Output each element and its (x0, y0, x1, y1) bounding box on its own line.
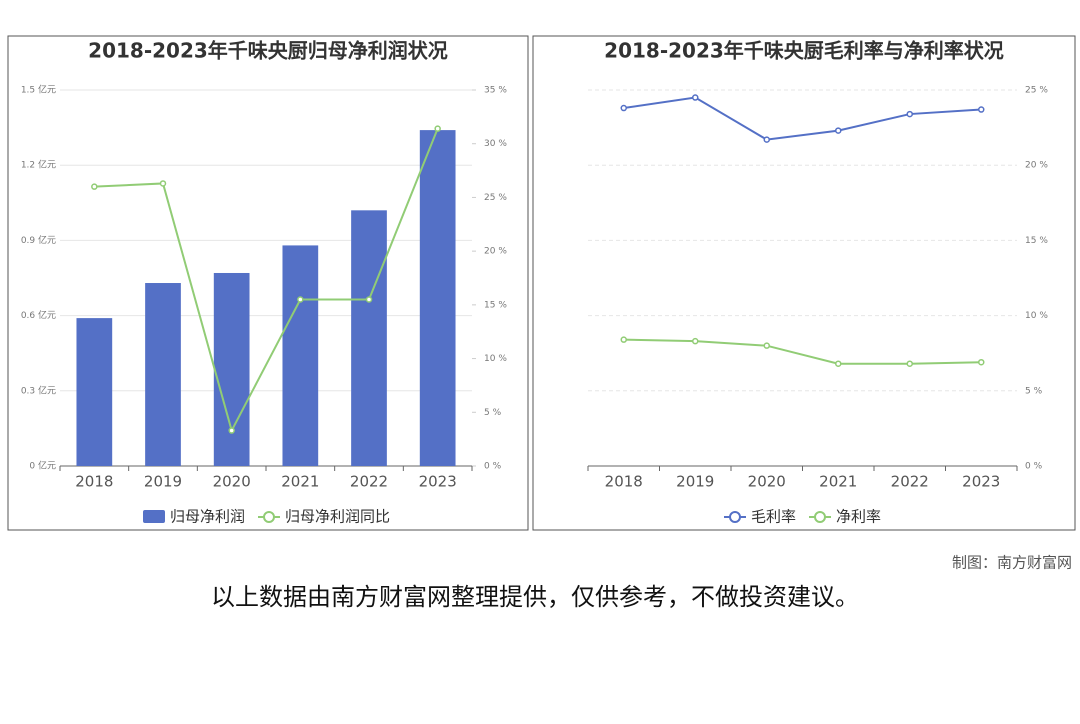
y-tick-label: 0 % (1025, 462, 1043, 472)
x-tick-label: 2023 (419, 473, 457, 491)
legend-label: 归母净利润同比 (285, 508, 390, 526)
panel (532, 35, 1076, 531)
x-tick-label: 2018 (75, 473, 113, 491)
x-tick-label: 2023 (962, 473, 1000, 491)
point (692, 94, 699, 101)
bar (419, 130, 456, 466)
x-tick-label: 2020 (748, 473, 786, 491)
x-tick-label: 2019 (676, 473, 714, 491)
bar (351, 210, 387, 466)
point (763, 136, 770, 143)
legend-label: 归母净利润 (170, 508, 245, 526)
y2-tick-label: 35 % (484, 86, 507, 96)
y-tick-label: 25 % (1025, 86, 1048, 96)
y-tick-label: 20 % (1025, 161, 1048, 171)
legend-swatch (143, 510, 165, 523)
point (365, 296, 373, 303)
y-tick-label: 0.6 亿元 (21, 309, 56, 321)
legend-marker (814, 511, 826, 523)
point (763, 342, 770, 349)
y2-tick-label: 25 % (484, 193, 507, 203)
point (159, 180, 167, 187)
credit: 制图：南方财富网 (952, 554, 1072, 572)
y-tick-label: 15 % (1025, 236, 1048, 246)
y-tick-label: 0 亿元 (29, 460, 56, 472)
chart-title: 2018-2023年千味央厨归母净利润状况 (88, 39, 448, 63)
x-tick-label: 2020 (213, 473, 251, 491)
point (978, 358, 985, 366)
disclaimer: 以上数据由南方财富网整理提供，仅供参考，不做投资建议。 (211, 583, 859, 611)
chart-title: 2018-2023年千味央厨毛利率与净利率状况 (604, 39, 1004, 63)
point (835, 127, 842, 134)
x-tick-label: 2019 (144, 473, 182, 491)
y2-tick-label: 5 % (484, 408, 502, 418)
legend-label: 净利率 (836, 508, 881, 526)
y-tick-label: 5 % (1025, 386, 1043, 396)
point (906, 360, 913, 367)
x-tick-label: 2021 (281, 473, 319, 491)
bar (282, 245, 319, 466)
y-tick-label: 0.3 亿元 (21, 384, 56, 396)
y2-tick-label: 15 % (484, 300, 507, 310)
y2-tick-label: 30 % (484, 139, 507, 149)
y-tick-label: 0.9 亿元 (21, 234, 56, 246)
bar (76, 318, 113, 466)
line (623, 338, 982, 365)
point (228, 427, 235, 434)
point (978, 106, 985, 113)
y-tick-label: 1.2 亿元 (21, 159, 56, 171)
legend-marker (263, 511, 275, 523)
y2-tick-label: 20 % (484, 247, 507, 257)
line (623, 96, 982, 141)
bar (145, 283, 181, 466)
point (620, 336, 627, 343)
y-tick-label: 10 % (1025, 311, 1048, 321)
panel (7, 35, 529, 531)
point (620, 104, 627, 112)
legend-label: 毛利率 (751, 508, 796, 526)
line (94, 128, 439, 434)
y-tick-label: 1.5 亿元 (21, 84, 56, 96)
point (835, 360, 842, 367)
y2-tick-label: 10 % (484, 354, 507, 364)
point (434, 125, 441, 132)
x-tick-label: 2018 (605, 473, 643, 491)
x-tick-label: 2021 (819, 473, 857, 491)
legend-marker (729, 511, 741, 523)
point (692, 337, 699, 345)
point (297, 296, 304, 303)
point (906, 110, 913, 118)
y2-tick-label: 0 % (484, 462, 502, 472)
point (91, 183, 98, 190)
bar (213, 272, 250, 466)
x-tick-label: 2022 (350, 473, 388, 491)
x-tick-label: 2022 (891, 473, 929, 491)
